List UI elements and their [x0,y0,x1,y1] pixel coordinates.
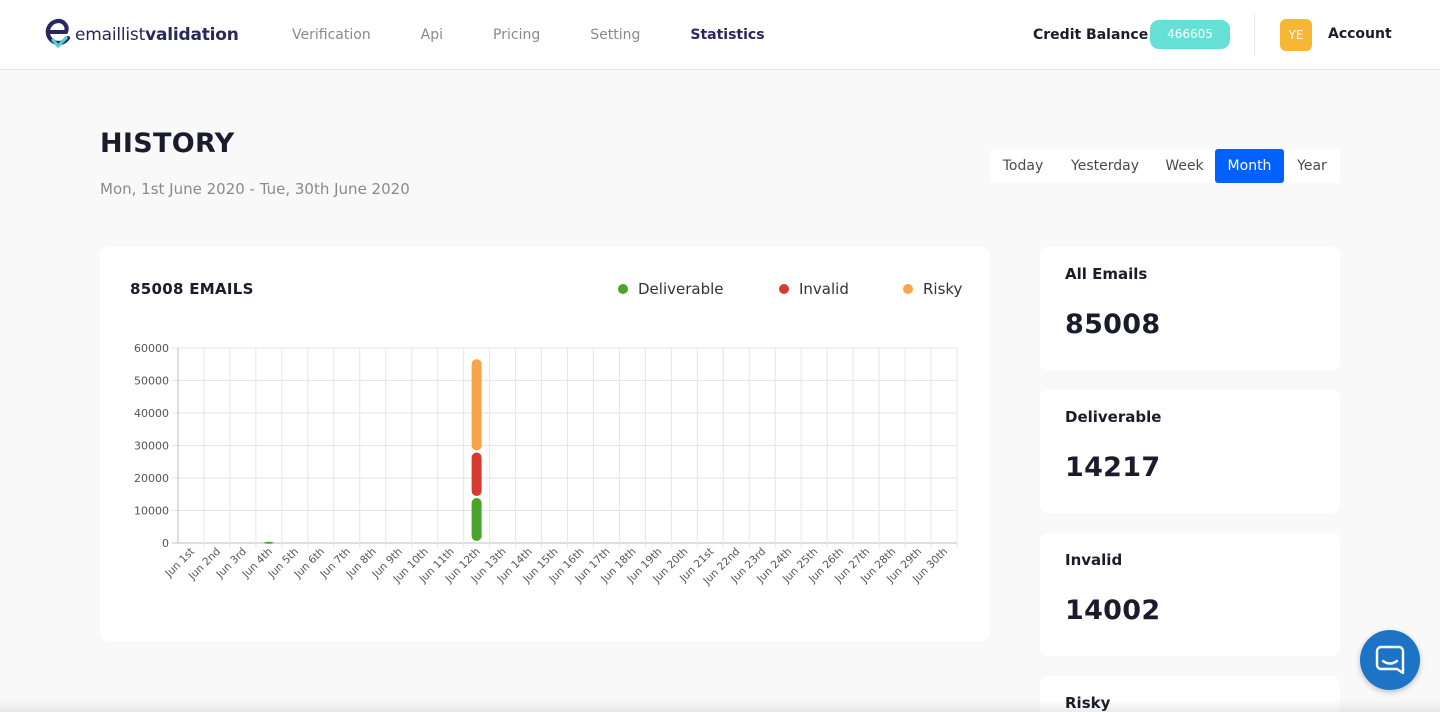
tab-year[interactable]: Year [1297,158,1327,174]
stat-value: 14002 [1065,595,1161,626]
tab-today[interactable]: Today [1002,158,1044,174]
stat-label: All Emails [1065,265,1148,283]
credit-balance-badge: 466605 [1150,20,1230,49]
bar-deliverable [471,497,482,541]
y-tick-label: 30000 [134,440,169,453]
y-tick-label: 10000 [134,505,169,518]
bar-risky [471,359,482,451]
range-tabs: Today Yesterday Week Month Year [990,149,1340,183]
bar-deliverable [263,541,274,544]
legend-dot-deliverable [618,284,628,294]
header-divider [1254,14,1255,56]
stat-card-deliverable: Deliverable 14217 [1040,390,1340,513]
logo-e-check-icon [44,18,72,52]
tab-week[interactable]: Week [1165,158,1204,174]
stat-value: 14217 [1065,452,1161,483]
legend-risky[interactable]: Risky [903,280,962,298]
bar-invalid [471,452,482,496]
stat-label: Deliverable [1065,408,1162,426]
stat-value: 85008 [1065,309,1161,340]
y-tick-label: 40000 [134,407,169,420]
bottom-shadow [0,700,1440,712]
tab-month[interactable]: Month [1215,149,1284,183]
tab-yesterday[interactable]: Yesterday [1071,158,1139,174]
nav-pricing[interactable]: Pricing [493,27,541,43]
stat-label: Risky [1065,694,1110,712]
stat-card-risky: Risky [1040,676,1340,712]
stat-card-invalid: Invalid 14002 [1040,533,1340,656]
date-range: Mon, 1st June 2020 - Tue, 30th June 2020 [100,180,410,198]
legend-label-deliverable: Deliverable [638,280,724,298]
stat-label: Invalid [1065,551,1123,569]
legend-label-risky: Risky [923,280,963,298]
account-menu[interactable]: Account [1328,26,1392,42]
legend-dot-risky [903,284,913,294]
legend-label-invalid: Invalid [799,280,849,298]
chat-launcher-button[interactable] [1360,630,1420,690]
nav-setting[interactable]: Setting [590,27,641,43]
y-tick-label: 50000 [134,375,169,388]
chart-card: 85008 EMAILS Deliverable Invalid Risky 0… [100,247,990,641]
nav-api[interactable]: Api [420,27,444,43]
top-navigation-bar: emaillistvalidation Verification Api Pri… [0,0,1440,70]
logo-text: emaillistvalidation [75,25,239,45]
logo[interactable]: emaillistvalidation [44,18,239,52]
legend-dot-invalid [779,284,789,294]
chart-title: 85008 EMAILS [130,280,254,298]
main-nav: Verification Api Pricing Setting Statist… [292,26,815,44]
stat-card-all-emails: All Emails 85008 [1040,247,1340,370]
avatar[interactable]: YE [1280,19,1312,51]
page-title: HISTORY [100,128,235,159]
credit-balance-label: Credit Balance [1033,27,1149,43]
y-tick-label: 60000 [134,342,169,355]
nav-statistics[interactable]: Statistics [690,27,765,43]
y-tick-label: 0 [162,537,169,550]
nav-verification[interactable]: Verification [292,27,371,43]
legend-invalid[interactable]: Invalid [779,280,849,298]
y-tick-label: 20000 [134,472,169,485]
legend-deliverable[interactable]: Deliverable [618,280,724,298]
